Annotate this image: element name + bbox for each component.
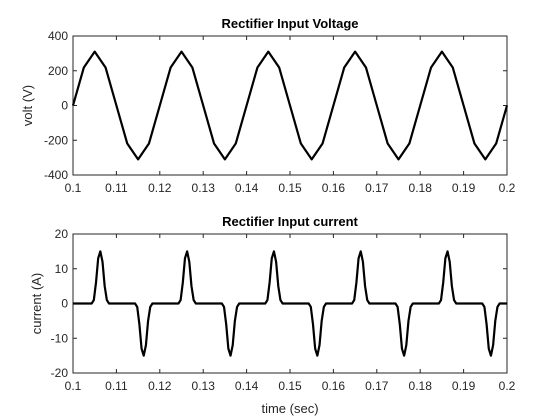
voltage-x-ticks: 0.1 0.11 0.12 0.13 0.14 0.15 0.16 0.17 0.18 0.19 0… [65,36,516,195]
voltage-y-tick-label: -200 [44,133,68,147]
current-y-tick-label: 0 [61,297,68,311]
current-y-tick-label: -10 [51,331,69,345]
time-x-axis-label: time (sec) [261,401,318,416]
current-x-tick-label: 0.1 [65,379,82,393]
voltage-series-line [71,50,509,161]
voltage-y-tick-label: 400 [48,29,68,43]
current-x-tick-label: 0.13 [192,379,216,393]
current-x-tick-label: 0.15 [278,379,302,393]
voltage-plot-title: Rectifier Input Voltage [222,16,359,31]
voltage-x-tick-label: 0.16 [322,181,346,195]
voltage-x-tick-label: 0.19 [452,181,476,195]
voltage-x-tick-label: 0.15 [278,181,302,195]
current-y-tick-label: -20 [51,366,69,380]
current-plot-title: Rectifier Input current [222,214,358,229]
current-y-tick-label: 20 [55,227,69,241]
current-x-tick-label: 0.16 [322,379,346,393]
current-x-tick-label: 0.19 [452,379,476,393]
voltage-x-tick-label: 0.17 [365,181,389,195]
voltage-x-tick-label: 0.13 [192,181,216,195]
current-x-tick-label: 0.12 [148,379,172,393]
current-series-line [73,250,507,357]
voltage-x-tick-label: 0.2 [499,181,516,195]
voltage-x-tick-label: 0.14 [235,181,259,195]
current-x-tick-label: 0.11 [105,379,128,393]
voltage-y-tick-label: 200 [48,64,68,78]
current-x-tick-label: 0.18 [409,379,433,393]
current-y-tick-label: 10 [55,262,69,276]
voltage-y-tick-label: 0 [61,99,68,113]
current-y-axis-label: current (A) [29,273,44,334]
current-x-ticks: 0.1 0.11 0.12 0.13 0.14 0.15 0.16 0.17 0.18 0.19 0… [65,234,516,393]
voltage-x-tick-label: 0.12 [148,181,172,195]
voltage-y-tick-label: -400 [44,168,68,182]
voltage-x-tick-label: 0.11 [105,181,128,195]
current-x-tick-label: 0.17 [365,379,389,393]
voltage-x-tick-label: 0.1 [65,181,82,195]
current-x-tick-label: 0.14 [235,379,259,393]
voltage-y-axis-label: volt (V) [20,85,35,126]
current-y-ticks: -20 -10 0 10 20 [51,227,507,380]
voltage-y-ticks: -400 -200 0 200 400 [44,29,507,182]
current-x-tick-label: 0.2 [499,379,516,393]
voltage-x-tick-label: 0.18 [409,181,433,195]
